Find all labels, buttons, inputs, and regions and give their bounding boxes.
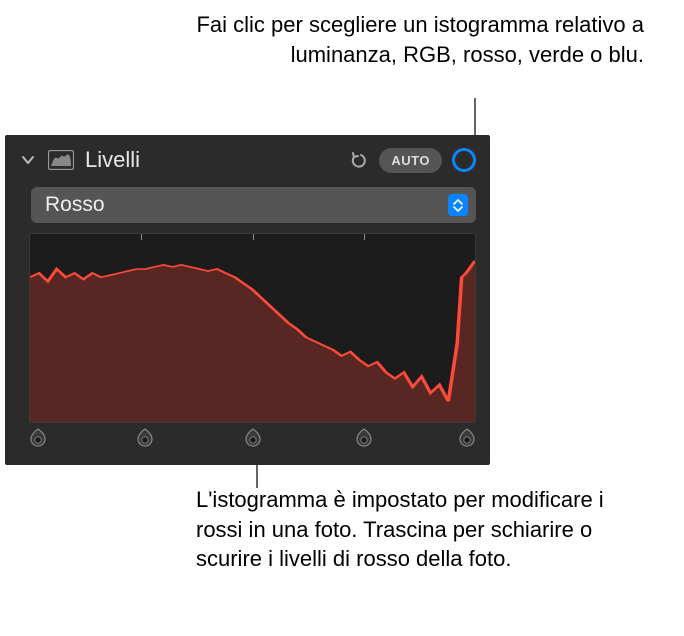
levels-slider-knob[interactable] bbox=[29, 428, 47, 446]
panel-title: Livelli bbox=[85, 147, 337, 173]
channel-dropdown[interactable]: Rosso bbox=[31, 187, 476, 223]
enable-toggle[interactable] bbox=[452, 148, 476, 172]
panel-header: Livelli AUTO bbox=[5, 135, 490, 181]
callout-top-text: Fai clic per scegliere un istogramma rel… bbox=[144, 10, 644, 69]
chevron-down-icon[interactable] bbox=[19, 151, 37, 169]
histogram-tick bbox=[253, 234, 254, 240]
updown-arrows-icon bbox=[448, 194, 468, 216]
histogram-tick bbox=[141, 234, 142, 240]
undo-icon[interactable] bbox=[347, 149, 369, 171]
histogram-fill bbox=[30, 261, 475, 422]
histogram-icon bbox=[47, 149, 75, 171]
callout-bottom-text: L'istogramma è impostato per modificare … bbox=[196, 485, 646, 574]
channel-dropdown-label: Rosso bbox=[45, 193, 440, 217]
levels-slider-knob[interactable] bbox=[136, 428, 154, 446]
levels-panel: Livelli AUTO Rosso bbox=[5, 135, 490, 465]
auto-button[interactable]: AUTO bbox=[379, 148, 442, 173]
levels-slider-track[interactable] bbox=[29, 425, 476, 453]
levels-slider-knob[interactable] bbox=[244, 428, 262, 446]
levels-slider-knob[interactable] bbox=[458, 428, 476, 446]
histogram-chart bbox=[29, 233, 476, 423]
histogram-tick bbox=[364, 234, 365, 240]
levels-slider-knob[interactable] bbox=[355, 428, 373, 446]
